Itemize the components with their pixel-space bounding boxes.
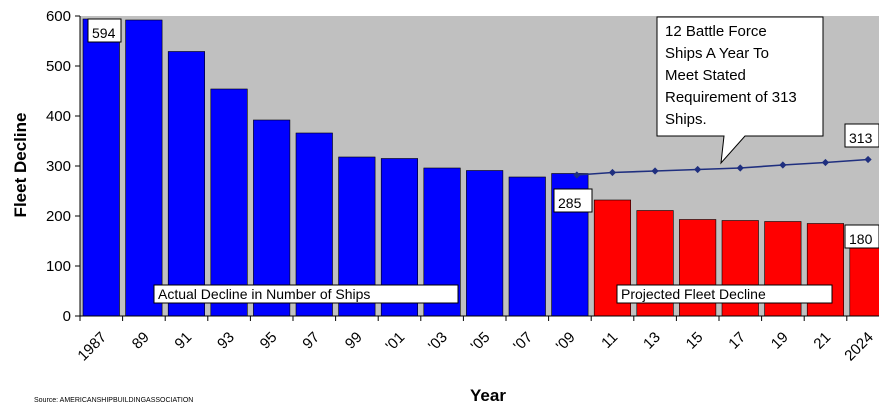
x-tick-label-2024: 2024 xyxy=(841,329,877,365)
x-tick-label-15: 15 xyxy=(683,329,707,353)
data-label-313: 313 xyxy=(849,130,873,146)
requirement-point-2024 xyxy=(864,155,872,164)
x-tick-label-97: 97 xyxy=(299,329,323,353)
y-tick-label-100: 100 xyxy=(46,258,71,275)
callout-bubble xyxy=(656,16,824,165)
labels-layer: 594 285 313 180 Actual Decline in Number of … xyxy=(87,16,879,304)
actual-decline-label: Actual Decline in Number of Ships xyxy=(158,286,370,302)
x-tick-label-19: 19 xyxy=(768,329,792,353)
projected-decline-label-box xyxy=(616,284,833,304)
bar-1987 xyxy=(82,18,120,317)
x-tick-label-'05: '05 xyxy=(468,329,494,355)
requirement-point-15 xyxy=(694,165,702,174)
requirement-line-layer xyxy=(573,155,872,179)
y-tick-label-200: 200 xyxy=(46,208,71,225)
x-tick-label-91: 91 xyxy=(171,329,195,353)
data-label-285-box xyxy=(553,188,593,213)
y-tick-label-0: 0 xyxy=(63,308,71,325)
data-label-313-box xyxy=(844,123,879,148)
x-tick-label-93: 93 xyxy=(214,329,238,353)
x-tick-label-'09: '09 xyxy=(553,329,579,355)
requirement-line xyxy=(576,158,869,176)
projected-decline-label: Projected Fleet Decline xyxy=(621,286,766,302)
data-label-594-box xyxy=(87,18,122,43)
y-tick-label-600: 600 xyxy=(46,8,71,25)
requirement-point-'09 xyxy=(573,171,581,179)
requirement-point-21 xyxy=(821,158,830,167)
data-label-180: 180 xyxy=(849,231,873,247)
x-tick-label-21: 21 xyxy=(810,329,834,353)
callout-line-1: Ships A Year To xyxy=(665,45,769,62)
bar-'05 xyxy=(466,170,504,317)
y-tick-label-400: 400 xyxy=(46,108,71,125)
callout-line-0: 12 Battle Force xyxy=(665,23,767,40)
data-label-594: 594 xyxy=(92,25,116,41)
bar-'07 xyxy=(508,176,546,317)
source-note: Source: AMERICANSHIPBUILDINGASSOCIATION xyxy=(34,397,193,404)
y-axis-title: Fleet Decline xyxy=(11,113,30,218)
x-tick-label-95: 95 xyxy=(257,329,281,353)
y-tick-label-300: 300 xyxy=(46,158,71,175)
requirement-point-11 xyxy=(608,168,617,177)
requirement-point-13 xyxy=(651,167,659,175)
callout-line-3: Requirement of 313 xyxy=(665,89,797,106)
callout-line-4: Ships. xyxy=(665,111,707,128)
requirement-point-17 xyxy=(736,164,744,172)
bar-91 xyxy=(167,51,205,317)
bar-93 xyxy=(210,88,248,317)
x-tick-label-'07: '07 xyxy=(510,329,536,355)
x-tick-label-13: 13 xyxy=(640,329,664,353)
data-label-180-box xyxy=(844,224,879,249)
x-tick-label-99: 99 xyxy=(342,329,366,353)
data-label-285: 285 xyxy=(558,195,582,211)
actual-decline-label-box xyxy=(153,284,459,304)
x-tick-label-89: 89 xyxy=(129,329,153,353)
bar-89 xyxy=(125,19,163,317)
x-tick-label-1987: 1987 xyxy=(74,329,110,365)
requirement-point-19 xyxy=(779,161,787,169)
x-tick-label-17: 17 xyxy=(725,329,749,353)
x-tick-label-'03: '03 xyxy=(425,329,451,355)
x-tick-label-'01: '01 xyxy=(382,329,408,355)
callout-line-2: Meet Stated xyxy=(665,67,746,84)
x-tick-label-11: 11 xyxy=(598,329,621,352)
x-axis-title: Year xyxy=(470,386,506,405)
y-tick-label-500: 500 xyxy=(46,58,71,75)
